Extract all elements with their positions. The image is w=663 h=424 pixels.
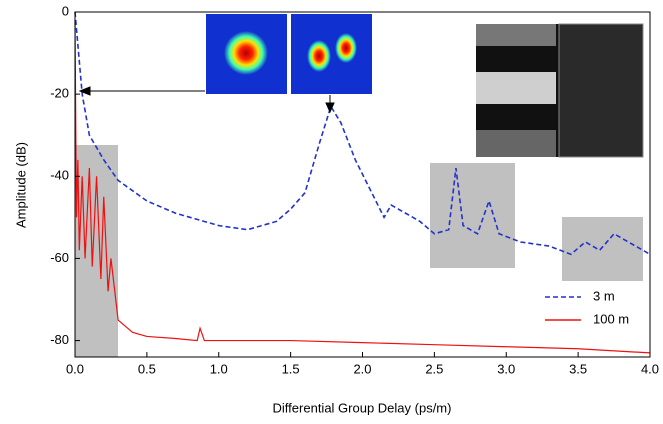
x-tick-label: 3.0: [497, 361, 515, 376]
x-tick-label: 0.0: [66, 361, 84, 376]
sem-region: [558, 23, 644, 158]
arrow-head: [78, 86, 91, 96]
y-axis-label: Amplitude (dB): [13, 142, 28, 228]
x-tick-label: 2.0: [353, 361, 371, 376]
x-tick-label: 3.5: [569, 361, 587, 376]
y-tick-label: -60: [50, 250, 69, 265]
inset-modes: [206, 14, 372, 94]
arrows: [78, 86, 335, 114]
highlight-box: [562, 217, 643, 281]
mode-spot: [224, 31, 268, 75]
mode-spot: [335, 33, 357, 63]
series-line: [74, 11, 651, 256]
arrow-head: [325, 102, 335, 114]
x-tick-label: 2.5: [425, 361, 443, 376]
y-tick-label: -80: [50, 332, 69, 347]
sem-region: [476, 130, 556, 157]
sem-region: [476, 24, 556, 46]
highlight-boxes: [75, 145, 643, 357]
mode-image: [291, 14, 372, 94]
legend-label: 100 m: [593, 311, 629, 326]
x-tick-label: 0.5: [138, 361, 156, 376]
y-tick-label: 0: [62, 3, 69, 18]
inset-sem: [476, 23, 644, 158]
x-tick-label: 1.5: [282, 361, 300, 376]
plot-area: [74, 11, 651, 354]
x-axis-label: Differential Group Delay (ps/m): [273, 400, 452, 415]
y-tick-label: -20: [50, 86, 69, 101]
x-tick-label: 1.0: [210, 361, 228, 376]
x-tick-label: 4.0: [641, 361, 659, 376]
y-tick-label: -40: [50, 168, 69, 183]
mode-spot: [307, 40, 331, 72]
legend-label: 3 m: [593, 288, 615, 303]
series-line: [74, 20, 651, 354]
sem-region: [476, 72, 556, 104]
highlight-box: [430, 163, 515, 268]
